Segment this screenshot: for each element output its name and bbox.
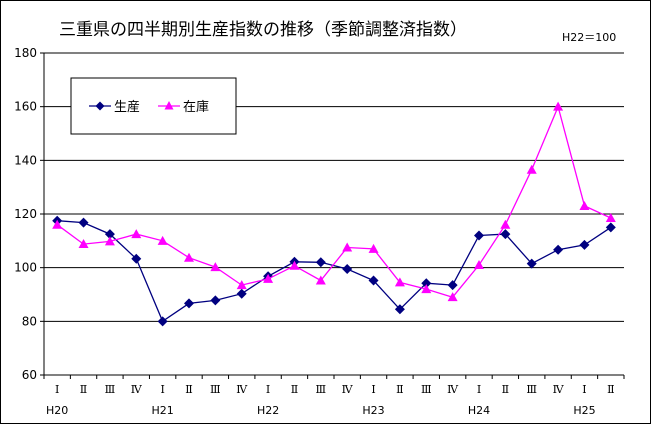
x-tick-label: Ⅰ [160, 383, 164, 396]
data-point [210, 295, 221, 306]
x-tick-labels: Ⅰ Ⅱ Ⅲ Ⅳ Ⅰ Ⅱ Ⅲ Ⅳ Ⅰ Ⅱ Ⅲ Ⅳ Ⅰ Ⅱ Ⅲ Ⅳ Ⅰ Ⅱ Ⅲ Ⅳ Ⅰ Ⅱ H20 H21 H22 H23 H24 H25 [46, 383, 615, 417]
x-year-label: H21 [151, 404, 173, 417]
data-point [131, 229, 142, 239]
series-line [57, 220, 612, 323]
data-point [447, 280, 458, 291]
data-point [605, 222, 616, 233]
x-tick-label: Ⅳ [342, 383, 354, 396]
y-tick-label: 80 [22, 314, 37, 328]
x-tick-label: Ⅱ [80, 383, 87, 396]
data-point [421, 278, 432, 289]
y-tick-label: 140 [14, 153, 37, 167]
data-point [157, 316, 168, 327]
data-point [104, 236, 115, 246]
data-point [474, 259, 484, 269]
x-year-label: H20 [46, 404, 68, 417]
x-tick-label: Ⅱ [291, 383, 298, 396]
x-tick-label: Ⅲ [210, 383, 221, 396]
data-point [315, 275, 326, 285]
y-tick-label: 180 [14, 46, 37, 60]
x-tick-label: Ⅰ [55, 383, 59, 396]
data-point [131, 253, 142, 264]
series-inventory [52, 101, 616, 302]
x-tick-label: Ⅲ [526, 383, 537, 396]
y-tick-labels: 60 80 100 120 140 160 180 [14, 46, 37, 382]
data-point [394, 304, 405, 315]
axes [40, 52, 625, 379]
y-tick-label: 160 [14, 100, 37, 114]
data-point [52, 219, 63, 229]
legend-label-production: 生産 [114, 99, 140, 115]
x-tick-label: Ⅰ [266, 383, 270, 396]
data-point [104, 229, 115, 240]
data-point [500, 229, 511, 240]
x-tick-label: Ⅲ [105, 383, 116, 396]
x-tick-label: Ⅳ [131, 383, 143, 396]
data-point [342, 242, 353, 252]
x-tick-label: Ⅳ [447, 383, 459, 396]
data-point [447, 292, 458, 302]
x-tick-label: Ⅳ [553, 383, 565, 396]
data-point [553, 101, 564, 111]
data-point [474, 230, 484, 241]
x-tick-label: Ⅲ [316, 383, 327, 396]
series-lines [52, 101, 616, 327]
x-tick-label: Ⅰ [371, 383, 375, 396]
data-point [236, 288, 247, 299]
x-tick-label: Ⅲ [421, 383, 432, 396]
data-point [579, 239, 590, 250]
chart-title: 三重県の四半期別生産指数の推移（季節調整済指数） [59, 20, 467, 40]
data-point [500, 219, 511, 229]
x-tick-label: Ⅱ [185, 383, 192, 396]
x-tick-label: Ⅱ [607, 383, 614, 396]
data-point [605, 213, 616, 223]
data-point [157, 235, 168, 245]
x-year-label: H25 [573, 404, 595, 417]
data-point [526, 164, 537, 174]
x-year-label: H22 [257, 404, 279, 417]
x-tick-label: Ⅱ [396, 383, 403, 396]
series-line [56, 104, 612, 298]
legend-marker-diamond [95, 101, 105, 111]
x-tick-label: Ⅰ [477, 383, 481, 396]
x-tick-label: Ⅰ [582, 383, 586, 396]
y-tick-label: 100 [14, 261, 37, 275]
x-year-label: H24 [468, 404, 490, 417]
data-point [553, 244, 564, 255]
data-point [78, 239, 89, 249]
index-base-note: H22＝100 [562, 31, 616, 44]
data-point [78, 217, 89, 228]
series-production [52, 215, 616, 327]
data-point [184, 298, 194, 309]
x-tick-label: Ⅱ [502, 383, 509, 396]
x-tick-label: Ⅳ [236, 383, 248, 396]
data-point [289, 260, 300, 270]
data-point [394, 277, 405, 287]
y-tick-label: 60 [22, 368, 37, 382]
x-year-label: H23 [362, 404, 384, 417]
data-point [236, 280, 247, 290]
y-tick-label: 120 [14, 207, 37, 221]
data-point [263, 273, 274, 283]
data-point [184, 252, 194, 262]
data-point [315, 257, 326, 268]
legend-label-inventory: 在庫 [183, 100, 209, 115]
data-point [421, 284, 432, 294]
data-point [368, 275, 379, 286]
data-point [526, 258, 537, 269]
data-point [210, 262, 221, 272]
legend-marker-triangle [164, 101, 174, 110]
data-point [579, 200, 590, 210]
legend: 生産 在庫 [70, 77, 237, 135]
data-point [368, 243, 379, 253]
data-point [342, 264, 353, 275]
